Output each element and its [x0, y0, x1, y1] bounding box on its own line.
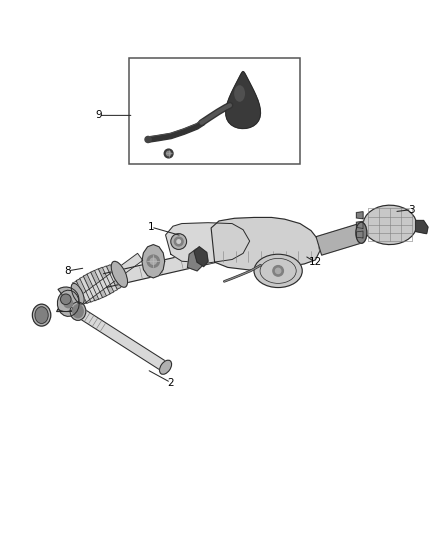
Circle shape [64, 299, 73, 308]
Ellipse shape [254, 254, 302, 287]
Ellipse shape [32, 304, 51, 326]
Polygon shape [95, 269, 110, 296]
Polygon shape [83, 274, 99, 301]
Polygon shape [87, 272, 102, 300]
Polygon shape [187, 249, 205, 271]
Circle shape [166, 151, 171, 156]
Polygon shape [99, 267, 114, 294]
Bar [129, 59, 300, 164]
Polygon shape [363, 205, 417, 245]
Polygon shape [106, 265, 121, 289]
Polygon shape [357, 231, 363, 238]
Circle shape [164, 149, 173, 158]
Text: 1: 1 [148, 222, 155, 232]
Ellipse shape [71, 284, 84, 304]
Polygon shape [57, 287, 79, 312]
Ellipse shape [356, 222, 367, 243]
Polygon shape [110, 263, 124, 287]
Polygon shape [76, 279, 91, 303]
Polygon shape [357, 212, 363, 219]
Text: 3: 3 [408, 205, 415, 215]
Circle shape [177, 240, 180, 243]
Circle shape [276, 268, 281, 273]
Polygon shape [211, 217, 320, 270]
Text: 2: 2 [167, 377, 174, 387]
Circle shape [150, 258, 156, 264]
Polygon shape [80, 277, 95, 302]
Ellipse shape [35, 307, 48, 324]
Ellipse shape [159, 360, 172, 374]
Polygon shape [57, 290, 79, 317]
Ellipse shape [111, 261, 127, 287]
Polygon shape [74, 253, 143, 307]
Circle shape [60, 294, 71, 304]
Polygon shape [166, 223, 250, 263]
Polygon shape [81, 310, 165, 369]
Polygon shape [103, 239, 260, 287]
Text: 8: 8 [64, 266, 71, 276]
Ellipse shape [73, 304, 83, 318]
Polygon shape [73, 281, 87, 304]
Polygon shape [226, 71, 261, 128]
Polygon shape [148, 119, 205, 142]
Polygon shape [357, 221, 363, 229]
Text: 12: 12 [309, 257, 322, 267]
Circle shape [147, 255, 159, 268]
Polygon shape [142, 245, 165, 278]
Circle shape [171, 233, 187, 249]
Ellipse shape [70, 302, 86, 320]
Polygon shape [316, 224, 362, 255]
Polygon shape [194, 247, 208, 266]
Polygon shape [91, 270, 106, 297]
Circle shape [273, 265, 283, 276]
Circle shape [145, 136, 151, 142]
Ellipse shape [234, 85, 245, 102]
Text: 9: 9 [95, 110, 102, 120]
Polygon shape [102, 266, 117, 292]
Polygon shape [416, 221, 428, 233]
Circle shape [174, 237, 183, 246]
